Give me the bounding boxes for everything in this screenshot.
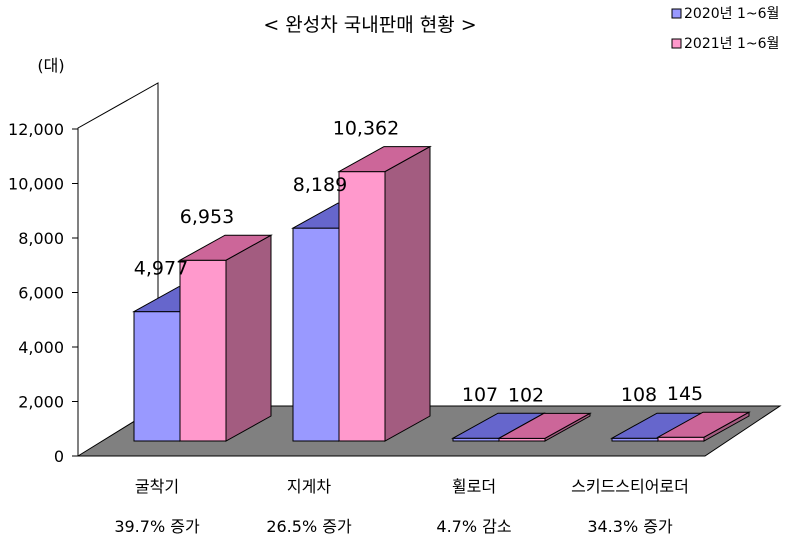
- bar-side-face: [225, 234, 272, 442]
- data-label: 108: [621, 384, 657, 406]
- legend-swatch: [671, 38, 682, 49]
- data-label: 107: [462, 384, 498, 406]
- bar-top-face: [178, 234, 273, 261]
- data-label: 145: [667, 383, 703, 405]
- bar-top-face: [656, 411, 751, 438]
- change-note-label: 34.3% 증가: [587, 517, 673, 536]
- bar-front-face: [133, 311, 181, 442]
- y-axis: 0 2,000 4,000 6,000 8,000 10,000 12,000: [8, 120, 78, 466]
- bar-front-face: [292, 227, 340, 442]
- data-label: 8,189: [293, 174, 347, 196]
- bar-front-face: [179, 259, 227, 442]
- y-tick-label: 10,000: [8, 175, 64, 194]
- y-tick-label: 2,000: [18, 393, 64, 412]
- bar-top-face: [497, 412, 592, 439]
- change-note-label: 39.7% 증가: [114, 517, 200, 536]
- legend-swatch: [671, 8, 682, 19]
- data-label: 4,977: [134, 258, 188, 280]
- category-labels: 굴착기 39.7% 증가 지게차 26.5% 증가 휠로더 4.7% 감소 스키드스티어로더…: [114, 477, 689, 536]
- y-tick-label: 12,000: [8, 120, 64, 139]
- bar-top-face: [337, 146, 432, 173]
- category-label: 스키드스티어로더: [571, 477, 689, 496]
- y-tick-label: 0: [54, 447, 64, 466]
- data-label: 102: [508, 384, 544, 406]
- data-label: 6,953: [180, 206, 234, 228]
- category-label: 지게차: [287, 477, 331, 496]
- bar-1-3: [656, 411, 751, 442]
- bar-side-face: [384, 145, 431, 442]
- legend-label: 2021년 1~6월: [684, 36, 779, 52]
- change-note-label: 26.5% 증가: [266, 517, 352, 536]
- bar-1-2: [497, 412, 592, 442]
- y-axis-unit-label: (대): [37, 56, 64, 75]
- category-label: 굴착기: [135, 477, 179, 496]
- bar-front-face: [657, 436, 705, 442]
- legend-label: 2020년 1~6월: [684, 6, 779, 22]
- y-tick-label: 6,000: [18, 284, 64, 303]
- bar-group: [132, 145, 751, 442]
- category-label: 휠로더: [452, 477, 496, 496]
- bar-front-face: [338, 171, 386, 442]
- bar-1-1: [337, 145, 432, 442]
- change-note-label: 4.7% 감소: [436, 517, 511, 536]
- data-label: 10,362: [333, 118, 399, 140]
- bar-1-0: [178, 234, 273, 442]
- legend: 2020년 1~6월 2021년 1~6월: [671, 6, 779, 52]
- y-tick-label: 8,000: [18, 229, 64, 248]
- chart-title: < 완성차 국내판매 현황 >: [263, 14, 476, 36]
- data-labels: 4,977 6,953 8,189 10,362 107 102 108 145: [134, 118, 703, 407]
- y-tick-label: 4,000: [18, 338, 64, 357]
